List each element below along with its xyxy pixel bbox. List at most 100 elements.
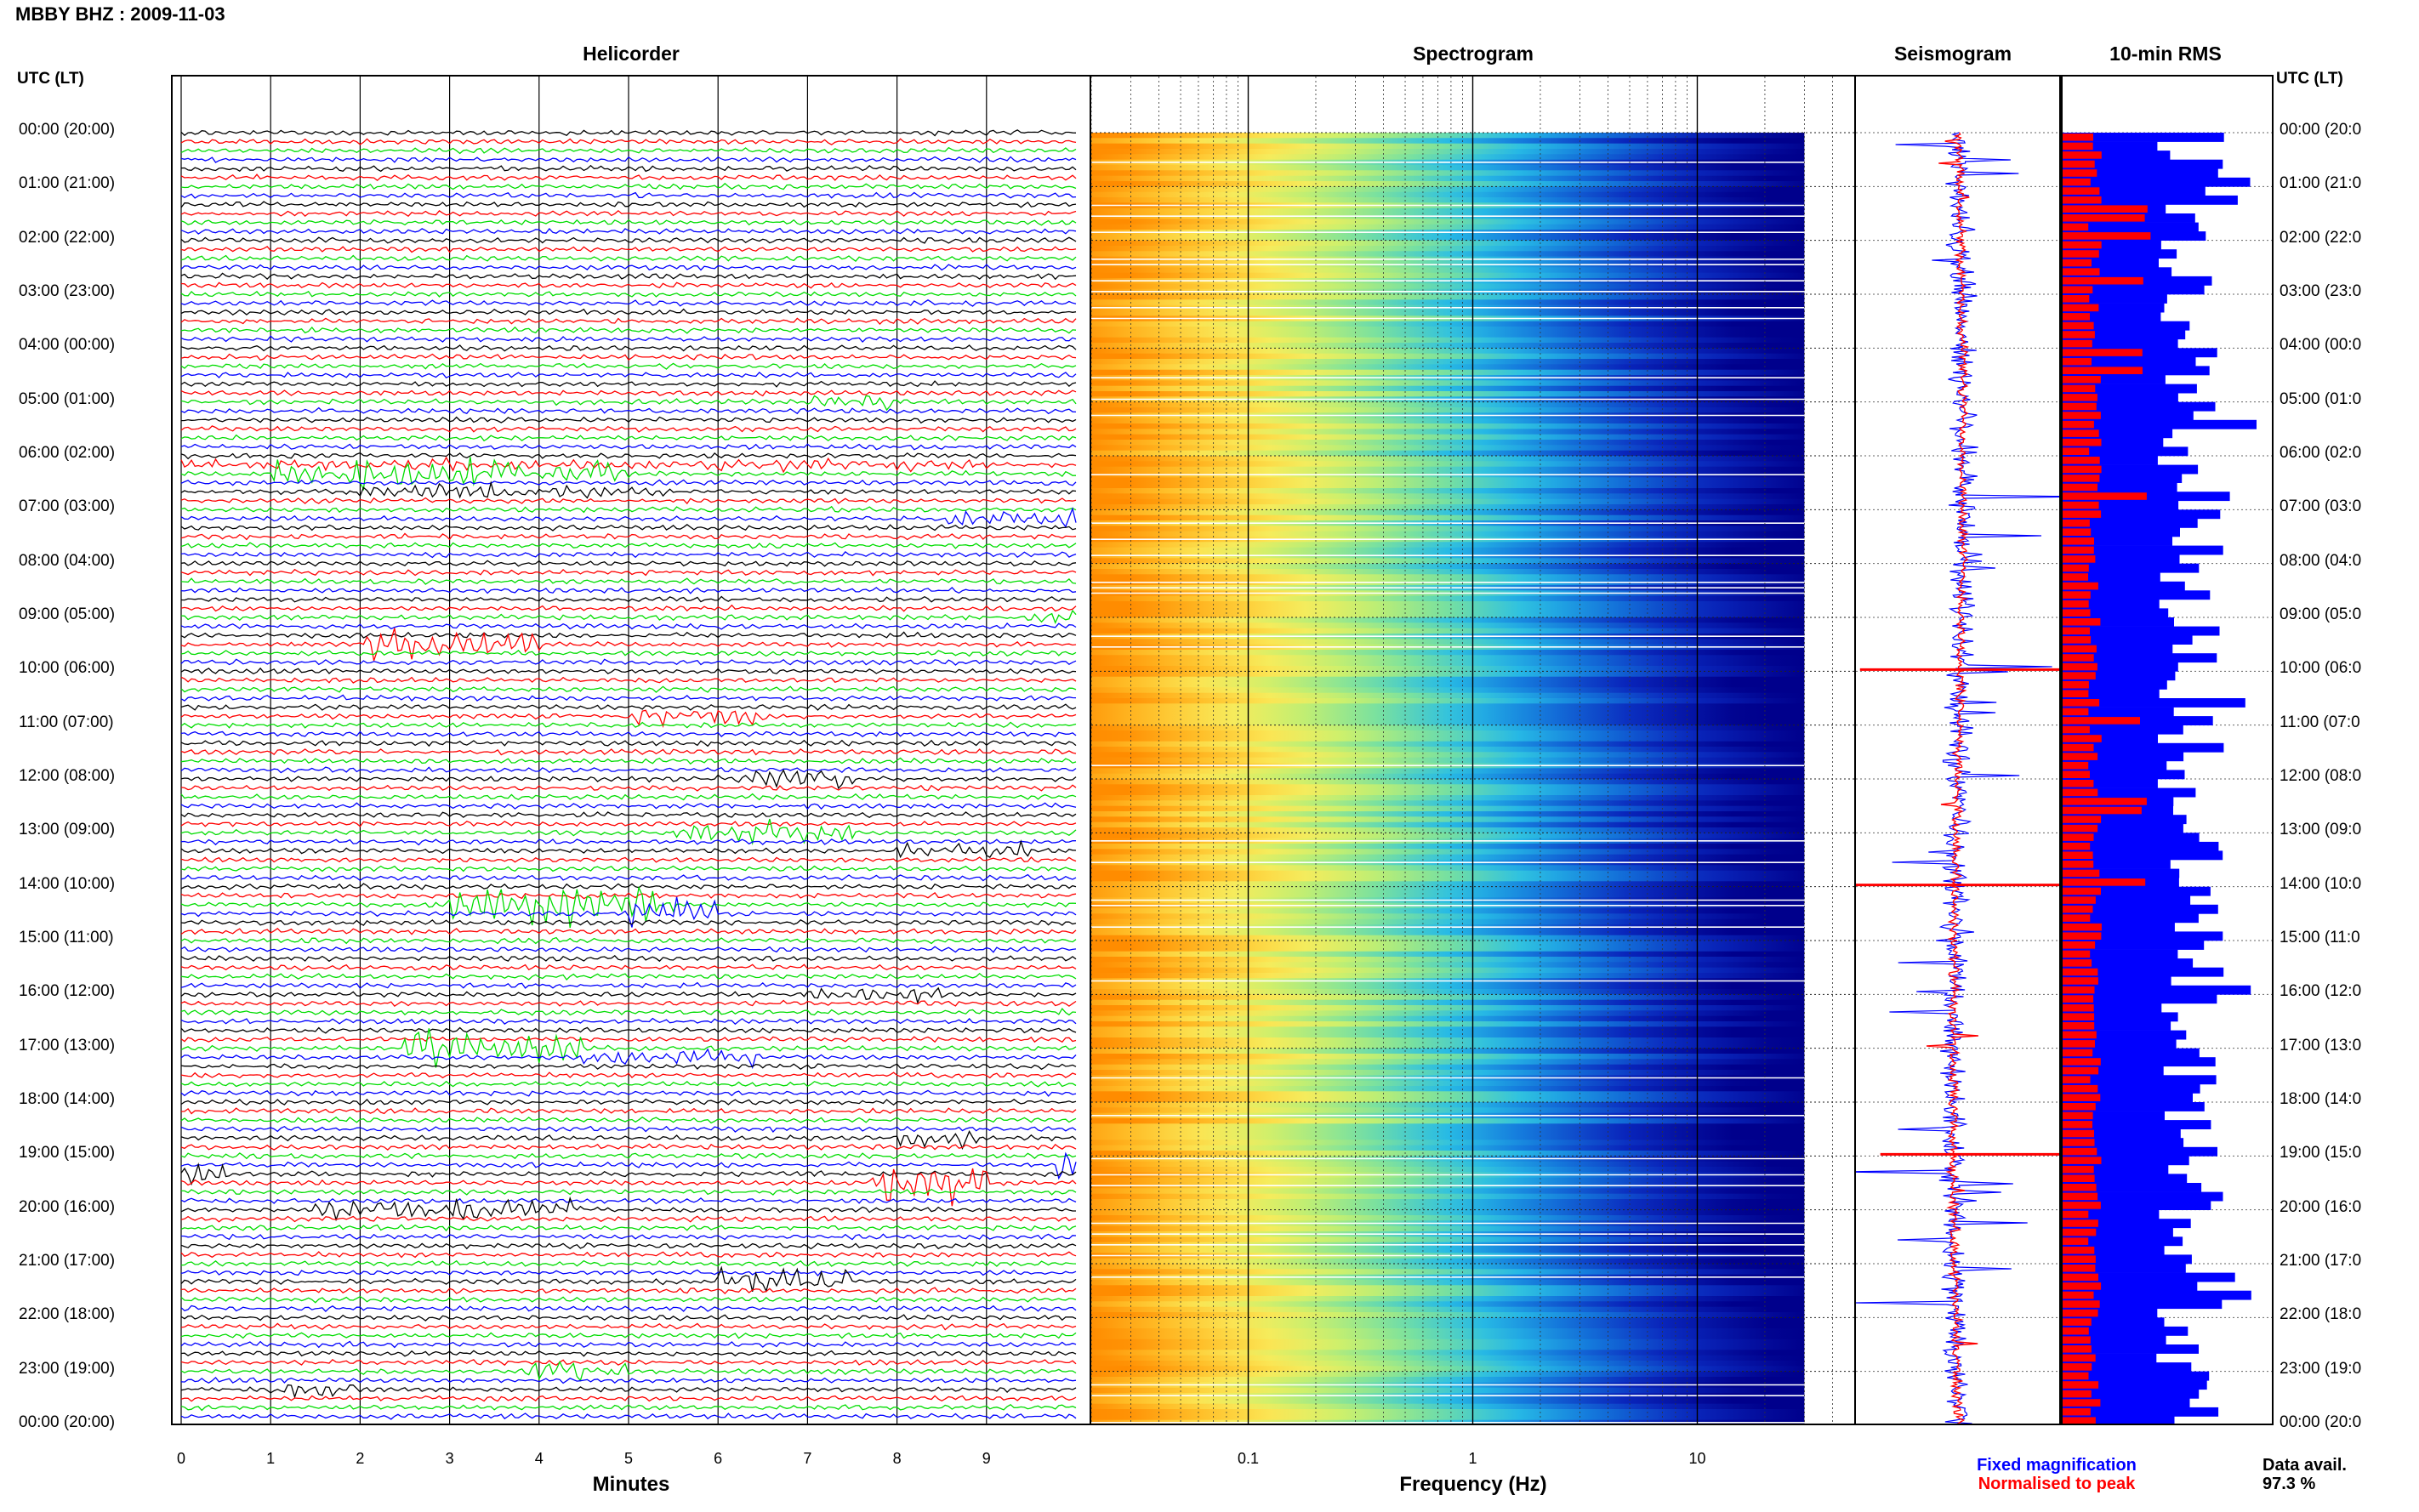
rms-normalised-bar [2063,1417,2096,1424]
spectrogram-row [1091,833,1805,839]
spectrogram-row [1091,542,1805,549]
rms-fixed-bar [2063,635,2193,645]
spectrogram-row [1091,574,1805,581]
rms-normalised-bar [2063,555,2096,563]
helicorder-trace [180,963,1077,971]
spectrogram-row [1091,235,1805,242]
spectrogram-row [1091,730,1805,736]
time-label-left: 18:00 (14:00) [19,1090,116,1108]
frequency-tick-label: 10 [1688,1450,1706,1467]
spectrogram-row [1091,1151,1805,1157]
spectrogram-row [1091,779,1805,785]
rms-fixed-bar [2063,1317,2165,1327]
time-label-right: 21:00 (17:0 [2280,1252,2362,1270]
rms-fixed-bar [2063,1236,2183,1247]
helicorder-trace [180,709,1077,729]
spectrogram-row [1091,725,1805,731]
spectrogram-row [1091,207,1805,214]
rms-fixed-bar [2063,1012,2178,1022]
time-label-right: 20:00 (16:0 [2280,1197,2362,1216]
helicorder-trace [180,362,1077,370]
rms-normalised-bar [2063,977,2098,985]
spectrogram-row [1091,1209,1805,1216]
frequency-tick-label: 1 [1468,1450,1477,1467]
helicorder-trace [180,1295,1077,1304]
spectrogram-row [1091,1387,1805,1394]
helicorder-trace [180,1259,1077,1267]
rms-fixed-bar [2063,734,2158,744]
spectrogram-row [1091,881,1805,888]
rms-normalised-bar [2063,1147,2097,1156]
helicorder-trace [180,479,1077,486]
rms-fixed-bar [2063,967,2224,977]
helicorder-trace [180,1215,1077,1223]
helicorder-trace [180,1269,1077,1276]
spectrogram-row [1091,1043,1805,1049]
spectrogram-row [1091,1107,1805,1114]
spectrogram-row [1091,1096,1805,1103]
spectrogram-row [1091,918,1805,925]
rms-fixed-bar [2063,240,2161,250]
helicorder-trace [180,838,1077,846]
time-label-left: 08:00 (04:00) [19,551,116,570]
helicorder-trace [180,1314,1077,1322]
rms-normalised-bar [2063,501,2099,509]
rms-fixed-bar [2063,356,2196,367]
spectrogram-title: Spectrogram [1413,43,1534,65]
rms-normalised-bar [2063,151,2102,159]
rms-fixed-bar [2063,168,2218,179]
spectrogram-row [1091,1064,1805,1071]
rms-fixed-bar [2063,931,2223,941]
spectrogram-row [1091,811,1805,817]
helicorder-trace [180,443,1077,451]
rms-normalised-bar [2063,582,2098,590]
rms-fixed-bar [2063,779,2158,788]
spectrogram-row [1091,719,1805,726]
helicorder-trace [180,1080,1077,1088]
helicorder-trace [180,272,1077,281]
spectrogram-row [1091,703,1805,710]
spectrogram-row [1091,983,1805,990]
rms-fixed-bar [2063,401,2216,412]
rms-normalised-bar [2063,1184,2097,1191]
helicorder-trace [180,326,1077,334]
spectrogram-row [1091,1102,1805,1108]
spectrogram-row [1091,967,1805,974]
time-label-left: 03:00 (23:00) [19,282,116,300]
rms-fixed-bar [2063,195,2238,205]
helicorder-trace [180,1168,1077,1207]
spectrogram-row [1091,1355,1805,1361]
spectrogram-row [1091,1128,1805,1135]
rms-fixed-bar [2063,429,2173,439]
helicorder-trace [180,317,1077,326]
rms-fixed-bar [2063,1407,2219,1417]
helicorder-trace [180,457,1076,492]
rms-normalised-bar [2063,923,2102,931]
rms-normalised-bar [2063,357,2092,366]
rms-normalised-bar [2063,160,2095,168]
rms-normalised-bar [2063,339,2092,348]
spectrogram-row [1091,757,1805,764]
helicorder-trace [180,299,1077,307]
seismogram-fixed-trace [1856,132,2059,1424]
spectrogram-row [1091,283,1805,290]
spectrogram-row [1091,784,1805,791]
spectrogram-row [1091,321,1805,327]
helicorder-trace [180,264,1077,271]
spectrogram-row [1091,143,1805,150]
spectrogram-row [1091,133,1805,139]
helicorder-trace [180,532,1077,541]
minutes-axis-label: Minutes [592,1473,670,1496]
spectrogram-row [1091,957,1805,963]
spectrogram-row [1091,1225,1805,1232]
rms-normalised-bar [2063,1318,2092,1326]
rms-normalised-bar [2063,313,2090,321]
rms-normalised-bar [2063,995,2094,1003]
rms-normalised-bar [2063,1282,2102,1290]
rms-fixed-bar [2063,841,2219,851]
helicorder-plot [180,77,1077,1424]
rms-normalised-bar [2063,1084,2098,1093]
rms-normalised-bar [2063,743,2094,752]
rms-fixed-bar [2063,922,2175,932]
spectrogram-row [1091,466,1805,473]
